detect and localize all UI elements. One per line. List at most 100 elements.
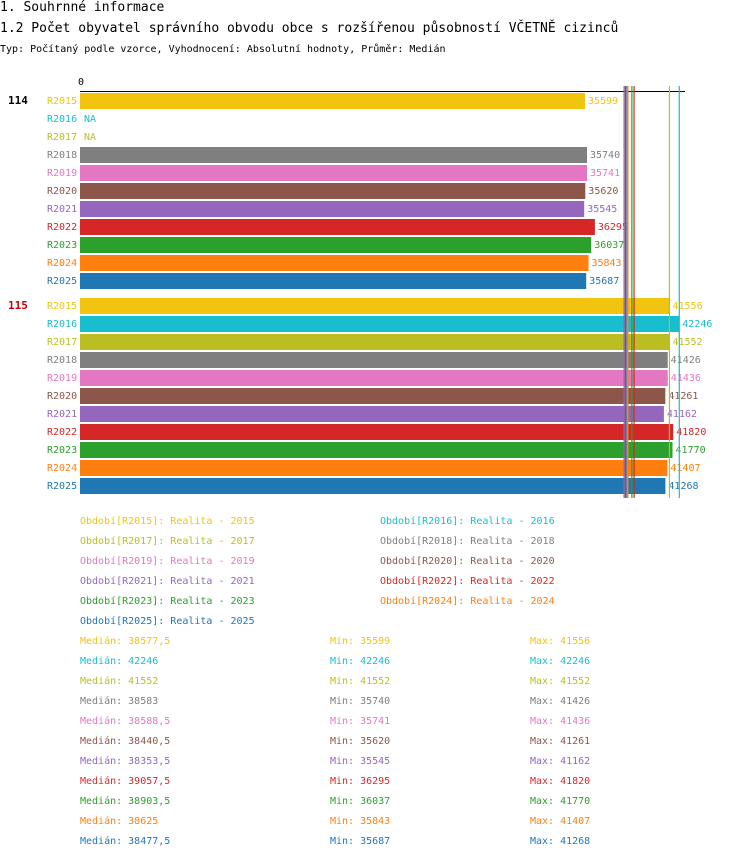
stat-max: Max: 41162 (530, 756, 591, 767)
chart-title: 1.2 Počet obyvatel správního obvodu obce… (0, 21, 619, 36)
stat-median: Medián: 38588,5 (80, 716, 171, 727)
data-label: 35741 (590, 168, 620, 179)
bar-chart: 0 114 R2015 35599 R2016 NA R2017 NA R2018 35740 R2… (8, 77, 712, 498)
data-label: NA (84, 132, 96, 143)
stat-median: Medián: 38903,5 (80, 796, 171, 807)
stat-median: Medián: 38625 (80, 816, 159, 827)
data-label: 41268 (668, 481, 698, 492)
stat-min: Min: 35620 (330, 736, 391, 747)
stat-min: Min: 36295 (330, 776, 391, 787)
stat-min: Min: 35599 (330, 636, 391, 647)
stat-max: Max: 42246 (530, 656, 591, 667)
data-label: 36295 (598, 222, 628, 233)
data-label: 41770 (676, 445, 706, 456)
bar (80, 388, 666, 404)
stat-median: Medián: 42246 (80, 656, 159, 667)
data-label: 41261 (668, 391, 698, 402)
series-label: R2016 (47, 319, 77, 330)
stat-max: Max: 41820 (530, 776, 591, 787)
stat-min: Min: 35545 (330, 756, 391, 767)
stat-min: Min: 35843 (330, 816, 391, 827)
section-title: 1. Souhrnné informace (0, 0, 165, 15)
stat-min: Min: 41552 (330, 676, 391, 687)
data-label: 35620 (588, 186, 618, 197)
data-label: 41820 (676, 427, 706, 438)
bar (80, 147, 587, 163)
series-label: R2022 (47, 222, 77, 233)
data-label: 41556 (673, 301, 703, 312)
data-label: 35687 (589, 276, 619, 287)
bar (80, 478, 666, 494)
series-label: R2022 (47, 427, 77, 438)
stat-median: Medián: 38353,5 (80, 756, 171, 767)
bar (80, 165, 587, 181)
bar (80, 219, 595, 235)
series-label: R2018 (47, 150, 77, 161)
bar (80, 316, 680, 332)
series-label: R2019 (47, 373, 77, 384)
bar (80, 237, 592, 253)
bar (80, 442, 673, 458)
series-label: R2015 (47, 96, 77, 107)
series-label: R2015 (47, 301, 77, 312)
stat-min: Min: 35741 (330, 716, 391, 727)
stat-max: Max: 41261 (530, 736, 591, 747)
legend-entry: Období[R2015]: Realita - 2015 (80, 516, 255, 527)
legend-entry: Období[R2020]: Realita - 2020 (380, 556, 555, 567)
x-axis-zero-label: 0 (78, 77, 84, 88)
stat-min: Min: 36037 (330, 796, 391, 807)
bar (80, 460, 668, 476)
legend-entry: Období[R2016]: Realita - 2016 (380, 516, 555, 527)
stat-max: Max: 41556 (530, 636, 591, 647)
series-label: R2023 (47, 445, 77, 456)
data-label: 41162 (667, 409, 697, 420)
series-label: R2025 (47, 276, 77, 287)
series-label: R2021 (47, 204, 77, 215)
series-label: R2020 (47, 186, 77, 197)
bar (80, 273, 587, 289)
legend-entry: Období[R2024]: Realita - 2024 (380, 596, 555, 607)
stat-min: Min: 35687 (330, 836, 391, 847)
series-label: R2017 (47, 337, 77, 348)
bar (80, 424, 674, 440)
data-label: 35545 (587, 204, 617, 215)
stat-median: Medián: 38583 (80, 696, 159, 707)
series-label: R2018 (47, 355, 77, 366)
bar (80, 352, 668, 368)
stat-max: Max: 41770 (530, 796, 591, 807)
data-label: 35599 (588, 96, 618, 107)
stat-max: Max: 41268 (530, 836, 591, 847)
stat-min: Min: 35740 (330, 696, 391, 707)
group-label: 114 (8, 94, 28, 107)
legend-entry: Období[R2019]: Realita - 2019 (80, 556, 255, 567)
data-label: 36037 (594, 240, 624, 251)
data-label: 42246 (682, 319, 712, 330)
bar (80, 406, 664, 422)
data-label: 35740 (590, 150, 620, 161)
stat-max: Max: 41426 (530, 696, 591, 707)
data-label: NA (84, 114, 96, 125)
data-label: 41426 (671, 355, 701, 366)
bar (80, 298, 670, 314)
data-label: 41407 (670, 463, 700, 474)
data-label: 41552 (672, 337, 702, 348)
group-label: 115 (8, 299, 28, 312)
stat-median: Medián: 41552 (80, 676, 159, 687)
legend-entry: Období[R2025]: Realita - 2025 (80, 616, 255, 627)
legend-entry: Období[R2023]: Realita - 2023 (80, 596, 255, 607)
bar (80, 93, 585, 109)
stat-median: Medián: 39057,5 (80, 776, 171, 787)
series-label: R2019 (47, 168, 77, 179)
series-label: R2016 (47, 114, 77, 125)
stat-max: Max: 41407 (530, 816, 591, 827)
legend-entry: Období[R2018]: Realita - 2018 (380, 536, 555, 547)
stat-max: Max: 41552 (530, 676, 591, 687)
series-label: R2021 (47, 409, 77, 420)
stat-max: Max: 41436 (530, 716, 591, 727)
bar (80, 370, 668, 386)
data-label: 35843 (591, 258, 621, 269)
stat-min: Min: 42246 (330, 656, 391, 667)
bar (80, 183, 586, 199)
bar (80, 334, 670, 350)
series-label: R2024 (47, 463, 77, 474)
